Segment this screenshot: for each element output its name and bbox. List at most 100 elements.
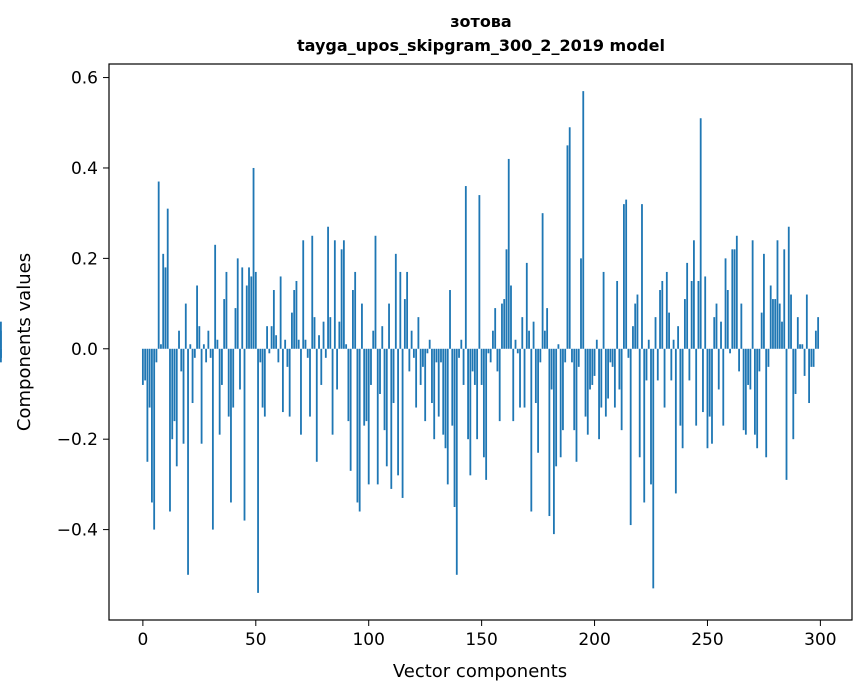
bar: [652, 348, 655, 589]
bar: [794, 348, 797, 394]
bar: [252, 167, 255, 349]
bar: [810, 348, 813, 367]
bar: [609, 348, 612, 363]
bar: [749, 348, 752, 390]
bar: [297, 339, 300, 349]
y-axis: −0.4 −0.2 0.0 0.2 0.4 0.6: [57, 69, 109, 541]
bar: [166, 208, 169, 349]
bar: [620, 348, 623, 431]
bar: [629, 348, 632, 526]
bar: [376, 348, 379, 485]
bar: [331, 348, 334, 435]
bar: [467, 348, 469, 440]
y-axis-label: Components values: [14, 253, 35, 431]
bar: [731, 249, 734, 349]
bar: [304, 339, 307, 349]
bar: [162, 253, 165, 349]
bar: [372, 330, 375, 349]
bar: [674, 348, 677, 494]
bar: [347, 348, 350, 422]
bar: [805, 294, 808, 349]
bar: [679, 348, 682, 426]
bar: [473, 348, 476, 385]
bar: [740, 303, 743, 349]
bar: [272, 290, 275, 349]
bar: [803, 348, 806, 376]
y-tick-label: −0.2: [57, 430, 98, 450]
bar: [286, 348, 289, 367]
bar: [767, 348, 770, 367]
bar: [419, 348, 422, 385]
bar: [744, 348, 747, 435]
bar: [747, 348, 750, 385]
bar: [772, 299, 774, 349]
bar: [266, 326, 268, 349]
bar: [503, 299, 506, 349]
bar: [618, 348, 621, 390]
bar: [433, 348, 436, 440]
bar: [333, 240, 336, 349]
bar: [153, 348, 156, 530]
bar: [383, 348, 386, 431]
bar: [769, 285, 772, 349]
bar: [559, 348, 562, 458]
bar: [218, 348, 221, 435]
bar: [613, 348, 616, 408]
bar: [221, 348, 223, 385]
bar: [259, 348, 262, 363]
bar: [406, 271, 409, 349]
bar: [650, 348, 652, 485]
bar: [760, 312, 763, 349]
bar: [801, 344, 804, 349]
bar: [263, 348, 266, 417]
bar: [410, 330, 413, 349]
bar: [523, 348, 526, 408]
bar: [424, 348, 427, 422]
bar: [537, 348, 539, 453]
bar: [636, 294, 639, 349]
bar: [345, 344, 348, 349]
bar: [489, 348, 492, 363]
bar: [672, 339, 675, 349]
bar: [442, 348, 445, 435]
bar: [318, 335, 320, 349]
bar: [505, 249, 508, 349]
bar: [446, 348, 449, 485]
bar: [661, 280, 664, 349]
bar: [148, 348, 151, 408]
bar: [555, 348, 558, 467]
bar: [449, 290, 451, 349]
bar: [733, 249, 736, 349]
plot-frame: [108, 63, 853, 621]
bar: [589, 348, 591, 390]
bar: [324, 348, 327, 358]
y-tick-label: 0.0: [71, 340, 98, 360]
bar: [634, 303, 637, 349]
bar: [663, 348, 666, 408]
bar: [753, 348, 756, 435]
bar: [311, 235, 314, 349]
bar: [530, 348, 533, 512]
bar: [178, 330, 180, 349]
bar: [790, 294, 792, 349]
bar: [295, 280, 298, 349]
bar: [385, 348, 388, 467]
bar: [607, 348, 609, 399]
bar: [356, 348, 359, 503]
bar: [582, 91, 585, 349]
bar: [562, 348, 564, 431]
bar: [623, 204, 625, 349]
bar: [645, 348, 648, 381]
bar: [688, 348, 691, 381]
bar: [216, 339, 219, 349]
bar: [641, 204, 643, 349]
bar: [381, 326, 384, 349]
bar: [245, 285, 248, 349]
bar: [175, 348, 178, 467]
bar: [151, 348, 153, 503]
bar: [460, 339, 463, 349]
bar: [214, 244, 217, 349]
bar: [528, 330, 530, 349]
